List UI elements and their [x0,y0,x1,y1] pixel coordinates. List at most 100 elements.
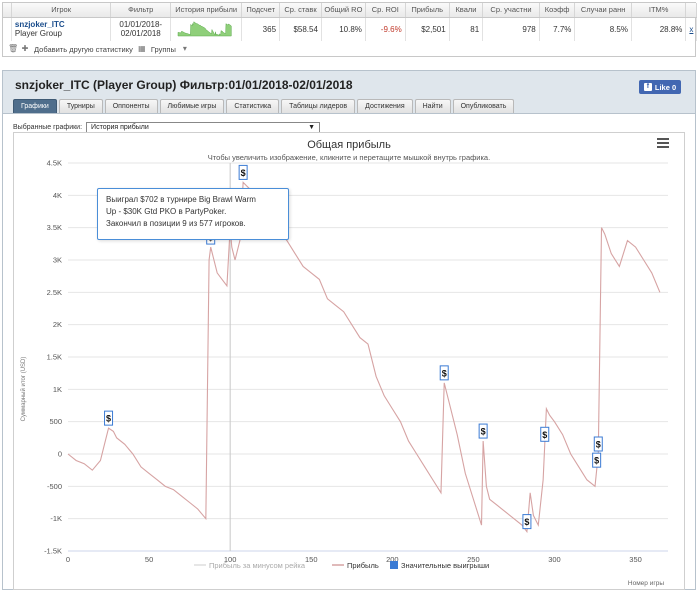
header-profit-history[interactable]: История прибыли [170,3,243,18]
y-tick-label: 3K [53,256,62,265]
tooltip-line-3: Закончил в позиции 9 из 577 игроков. [106,219,246,228]
x-tick-label: 300 [548,555,561,564]
header-filter[interactable]: Фильтр [110,3,172,18]
big-win-marker[interactable]: $ [540,426,550,442]
plus-icon[interactable]: ✚ [21,44,29,53]
player-group-label: Player Group [14,29,63,39]
tab-bar: Графики Турниры Оппоненты Любимые игры С… [13,99,515,113]
filter-cell: 01/01/2018- 02/01/2018 [110,17,172,41]
tooltip-line-1: Выиграл $702 в турнире Big Brawl Warm [106,195,256,204]
svg-text:$: $ [241,168,246,178]
svg-text:$: $ [481,427,486,437]
tab-charts[interactable]: Графики [13,99,57,113]
page-title: snzjoker_ITC (Player Group) Фильтр:01/01… [15,78,353,92]
header-avg-stake[interactable]: Ср. ставк [279,3,322,18]
big-win-marker[interactable]: $ [439,365,449,381]
series-line-profit[interactable] [67,181,661,534]
quali-value: 81 [449,17,484,41]
header-count[interactable]: Подсчет [241,3,281,18]
avg-stake-value: $58.54 [279,17,322,41]
x-axis-label: Номер игры [628,580,664,587]
header-itm[interactable]: ITM% [631,3,687,18]
tab-statistics[interactable]: Статистика [226,99,280,113]
y-tick-label: 1.5K [47,353,62,362]
big-win-marker[interactable]: $ [104,410,114,426]
y-tick-label: 500 [49,417,62,426]
avg-roi-value: -9.6% [365,17,406,41]
legend-item-rake[interactable]: Прибыль за минусом рейка [209,561,306,570]
tab-find[interactable]: Найти [414,99,451,113]
y-tick-label: 2.5K [47,288,62,297]
tab-leaderboards[interactable]: Таблицы лидеров [281,99,356,113]
svg-text:$: $ [596,440,601,450]
header-player[interactable]: Игрок [11,3,112,18]
big-win-marker[interactable]: $ [592,452,602,468]
tab-tournaments[interactable]: Турниры [58,99,103,113]
legend-item-profit[interactable]: Прибыль [347,561,379,570]
big-win-marker[interactable]: $ [238,164,248,180]
legend-item-big-wins[interactable]: Значительные выигрыши [401,561,489,570]
svg-text:$: $ [442,368,447,378]
facebook-like-button[interactable]: f Like 0 [639,80,681,94]
tab-opponents[interactable]: Оппоненты [104,99,158,113]
player-name-link[interactable]: snzjoker_ITC [14,20,65,30]
profit-sparkline[interactable] [174,19,236,39]
graph-panel: snzjoker_ITC (Player Group) Фильтр:01/01… [2,70,696,590]
remove-row-button[interactable]: x [685,17,697,41]
trash-icon[interactable]: 🗑 [8,44,19,53]
x-tick-label: 0 [66,555,70,564]
y-tick-label: 0 [58,450,62,459]
tooltip-line-2: Up - $30K Gtd PKO в PartyPoker. [106,207,227,216]
count-value: 365 [241,17,281,41]
table-row: snzjoker_ITC Player Group 01/01/2018- 02… [3,17,697,41]
header-checkbox [3,3,12,18]
x-tick-label: 350 [629,555,642,564]
profit-chart[interactable]: -1.5K -1K -500 0 500 1K 1.5K 2K 2.5K 3K 3.5K 4K 4.5K… [13,132,685,590]
total-roi-value: 10.8% [321,17,366,41]
y-tick-labels: -1.5K -1K -500 0 500 1K 1.5K 2K 2.5K 3K 3.5K 4K 4.5K [44,159,62,556]
big-win-marker[interactable]: $ [522,514,532,530]
header-avg-roi[interactable]: Ср. ROI [365,3,406,18]
groups-dropdown[interactable]: Группы [150,44,176,54]
sparkline-cell[interactable] [170,17,243,41]
chart-subtitle: Чтобы увеличить изображение, кликните и … [208,153,490,162]
y-axis-label: Суммарный итог (USD) [20,357,27,422]
y-tick-label: 1K [53,385,62,394]
header-quali[interactable]: Квали [449,3,484,18]
y-tick-label: 4.5K [47,159,62,168]
y-tick-label: -1K [50,514,62,523]
chevron-down-icon: ▼ [308,124,316,131]
x-tick-label: 100 [224,555,237,564]
header-profit[interactable]: Прибыль [405,3,450,18]
graph-selector-label: Выбранные графики: [13,124,83,131]
y-tick-label: -500 [47,482,62,491]
tab-achievements[interactable]: Достижения [357,99,413,113]
graph-select-value: История прибыли [91,124,149,131]
chevron-down-icon[interactable]: ▾ [182,44,187,53]
player-cell: snzjoker_ITC Player Group [11,17,112,41]
tab-favorite-games[interactable]: Любимые игры [159,99,225,113]
header-avg-entrants[interactable]: Ср. участни [482,3,540,18]
svg-text:$: $ [524,517,529,527]
row-checkbox[interactable] [3,17,12,41]
x-tick-label: 250 [467,555,480,564]
header-coeff[interactable]: Коэфф [539,3,576,18]
big-win-marker[interactable]: $ [593,436,603,452]
stats-header-row: Игрок Фильтр История прибыли Подсчет Ср.… [3,3,697,18]
header-total-roi[interactable]: Общий RO [321,3,366,18]
profit-value: $2,501 [405,17,450,41]
header-early[interactable]: Случаи ранн [574,3,632,18]
x-tick-label: 200 [386,555,399,564]
filter-line-1: 01/01/2018- [119,20,163,30]
tab-publish[interactable]: Опубликовать [452,99,515,113]
chart-tooltip: Выиграл $702 в турнире Big Brawl Warm Up… [97,188,289,240]
big-win-marker[interactable]: $ [478,423,488,439]
chart-menu-icon[interactable] [657,136,669,148]
early-value: 8.5% [574,17,632,41]
stats-toolbar: 🗑 ✚ Добавить другую статистику ▦ Группы … [3,42,695,56]
stats-table: Игрок Фильтр История прибыли Подсчет Ср.… [3,3,697,41]
filter-line-2: 02/01/2018 [120,29,161,39]
svg-text:$: $ [542,430,547,440]
y-tick-label: 2K [53,320,62,329]
add-stat-link[interactable]: Добавить другую статистику [34,44,133,54]
